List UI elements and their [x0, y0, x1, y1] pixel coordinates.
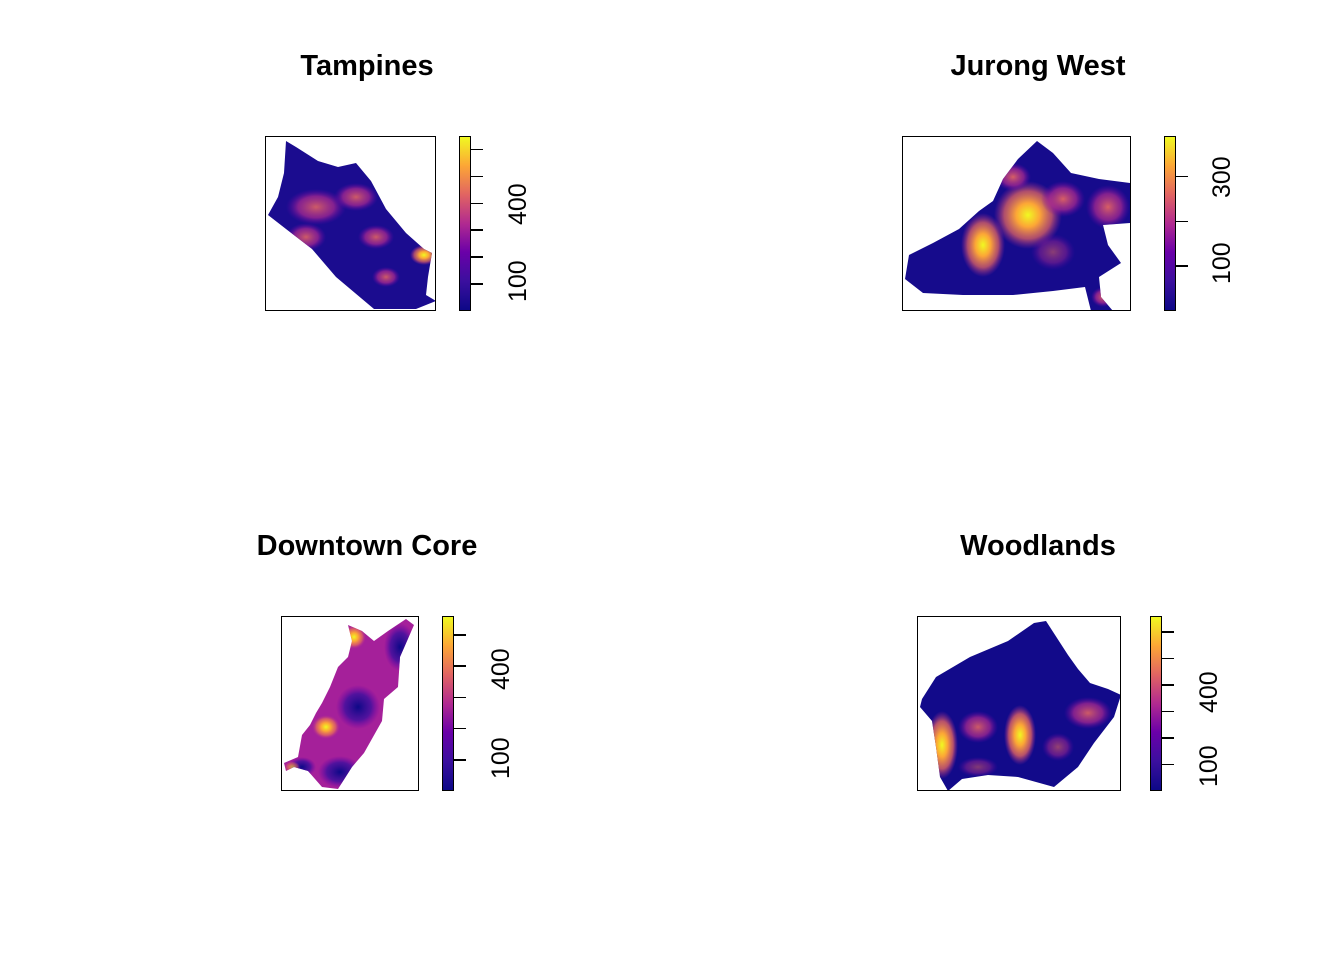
color-legend	[459, 136, 471, 311]
map-svg	[920, 621, 1120, 790]
legend-tick	[1162, 763, 1174, 766]
legend-tick	[454, 634, 466, 636]
legend-label-high: 400	[1195, 671, 1223, 713]
legend-label-low: 100	[1195, 745, 1223, 787]
legend-tick	[1176, 220, 1188, 222]
legend-tick	[471, 256, 483, 258]
density-map	[917, 616, 1121, 791]
legend-tick	[1162, 631, 1174, 633]
legend-tick	[1162, 710, 1174, 713]
map-svg	[268, 141, 435, 309]
map-svg	[905, 141, 1130, 310]
legend-tick	[454, 665, 466, 667]
legend-tick	[471, 175, 483, 178]
legend-tick	[471, 229, 483, 231]
density-map	[265, 136, 436, 311]
density-map	[902, 136, 1131, 311]
chart-title: Jurong West	[950, 50, 1126, 82]
density-map	[281, 616, 419, 791]
legend-label-low: 100	[1208, 242, 1236, 284]
legend-label-high: 300	[1208, 156, 1236, 198]
legend-tick	[454, 696, 466, 698]
legend-tick	[471, 202, 483, 205]
legend-label-high: 400	[504, 183, 532, 225]
color-legend	[1150, 616, 1162, 791]
legend-label-high: 400	[487, 648, 515, 690]
chart-title: Downtown Core	[256, 530, 478, 562]
legend-tick	[1162, 684, 1174, 686]
chart-title: Woodlands	[960, 530, 1116, 562]
map-svg	[284, 619, 414, 789]
color-legend	[1164, 136, 1176, 311]
legend-label-low: 100	[487, 737, 515, 779]
legend-tick	[471, 283, 483, 285]
legend-tick	[1176, 265, 1188, 267]
legend-tick	[471, 148, 483, 151]
chart-title: Tampines	[300, 50, 434, 82]
color-legend	[442, 616, 454, 791]
legend-tick	[1162, 737, 1174, 739]
legend-tick	[454, 759, 466, 761]
legend-tick	[1162, 657, 1174, 660]
legend-tick	[1176, 175, 1188, 178]
legend-tick	[454, 727, 466, 730]
legend-label-low: 100	[504, 260, 532, 302]
